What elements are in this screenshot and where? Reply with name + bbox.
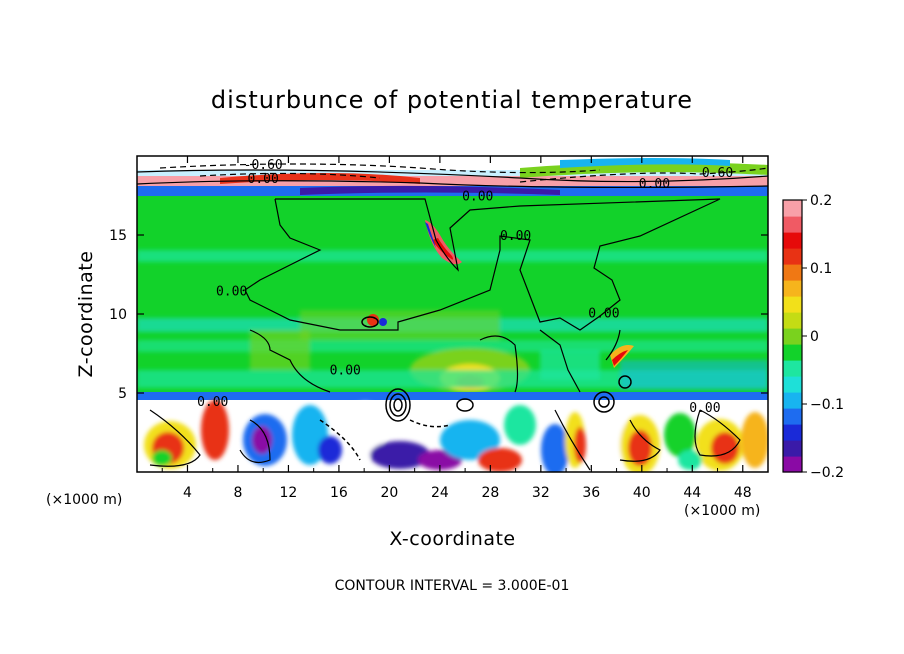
colorbar-swatch (783, 312, 802, 329)
contour-label: 0.00 (462, 190, 493, 205)
contour-label: 0.00 (197, 395, 228, 410)
x-tick-label: 36 (582, 485, 600, 501)
colorbar-tick-label: −0.1 (810, 397, 844, 413)
contour-label: 0.00 (330, 363, 361, 378)
colorbar-swatch (783, 232, 802, 249)
x-tick-label: 12 (280, 485, 298, 501)
y-tick-label: 15 (109, 228, 127, 244)
x-tick-label: 8 (233, 485, 242, 501)
colorbar-tick-label: −0.2 (810, 465, 844, 481)
colorbar-swatch (783, 424, 802, 441)
x-tick-label: 32 (532, 485, 550, 501)
colorbar-tick-label: 0.2 (810, 193, 832, 209)
contour-label: 0.00 (216, 284, 247, 299)
colorbar-swatch (783, 456, 802, 473)
x-tick-label: 4 (183, 485, 192, 501)
x-tick-label: 40 (633, 485, 651, 501)
x-axis-label: X-coordinate (389, 528, 516, 550)
x-tick-label: 48 (734, 485, 752, 501)
contour-interval-note: CONTOUR INTERVAL = 3.000E-01 (334, 578, 570, 594)
x-tick-label: 44 (683, 485, 701, 501)
contour-label: 0.00 (500, 229, 531, 244)
colorbar-swatch (783, 408, 802, 425)
x-tick-label: 24 (431, 485, 449, 501)
x-unit-label-left: (×1000 m) (46, 492, 123, 508)
chart-title: disturbunce of potential temperature (210, 86, 694, 114)
colorbar-swatch (783, 248, 802, 265)
y-tick-label: 10 (109, 307, 127, 323)
colorbar-tick-label: 0.1 (810, 261, 832, 277)
contour-cluster (319, 316, 632, 461)
colorbar-swatch (783, 216, 802, 233)
colorbar-swatch (783, 376, 802, 393)
contour-label: 0.60 (702, 166, 733, 181)
colorbar-swatch (783, 280, 802, 297)
x-unit-label-right: (×1000 m) (684, 503, 761, 519)
x-tick-label: 28 (481, 485, 499, 501)
x-axis: 4 8 12 16 20 24 28 32 36 40 44 48 (161, 156, 752, 501)
colorbar-swatch (783, 200, 802, 217)
y-axis-label: Z-coordinate (75, 250, 97, 378)
colorbar-swatch (783, 392, 802, 409)
x-tick-label: 16 (330, 485, 348, 501)
y-axis: 5 10 15 (109, 228, 768, 402)
contour-label: 0.00 (588, 306, 619, 321)
colorbar: 0.2 0.1 0 −0.1 −0.2 (782, 193, 844, 481)
colorbar-tick-label: 0 (810, 329, 819, 345)
heatmap-field: -0.600.00 0.600.000.000.000.000.000.000.0… (137, 156, 768, 472)
contour-label: 0.00 (689, 401, 720, 416)
colorbar-swatch (783, 328, 802, 345)
contour-label: -0.60 (244, 158, 283, 173)
contour-label: 0.00 (248, 172, 279, 187)
x-tick-label: 20 (380, 485, 398, 501)
colorbar-swatch (783, 360, 802, 377)
colorbar-swatch (783, 264, 802, 281)
contour-label: 0.00 (639, 177, 670, 192)
contour-lines (137, 163, 768, 471)
y-tick-label: 5 (118, 386, 127, 402)
colorbar-swatch (783, 440, 802, 457)
colorbar-swatch (783, 296, 802, 313)
colorbar-swatch (783, 344, 802, 361)
contour-labels: -0.600.00 0.600.000.000.000.000.000.000.0… (197, 158, 733, 416)
